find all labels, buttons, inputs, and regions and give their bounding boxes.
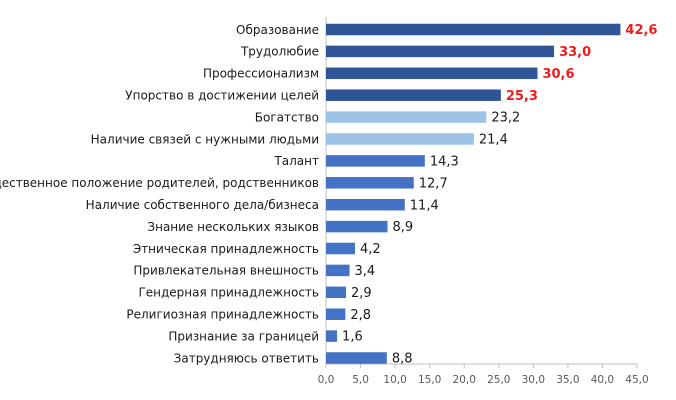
data-label: 2,9 (351, 286, 372, 301)
category-label: Богатство (255, 110, 319, 124)
bar (326, 133, 474, 145)
data-label: 8,9 (393, 220, 414, 235)
bar (326, 111, 487, 123)
bar (326, 308, 346, 320)
x-tick-label: 25,0 (487, 374, 510, 386)
category-label: Знание нескольких языков (147, 220, 319, 234)
category-label: Наличие связей с нужными людьми (91, 132, 319, 146)
bar (326, 155, 425, 167)
category-label: Привлекательная внешность (133, 264, 319, 278)
category-label: Трудолюбие (240, 45, 319, 59)
bar (326, 330, 338, 342)
data-label: 4,2 (360, 242, 381, 257)
bar (326, 352, 387, 364)
category-label: Религиозная принадлежность (126, 308, 319, 322)
category-label: Наличие собственного дела/бизнеса (86, 198, 319, 212)
data-label: 25,3 (506, 89, 538, 104)
data-label: 33,0 (559, 45, 591, 60)
category-label: Образование (236, 23, 319, 37)
data-label: 30,6 (542, 67, 574, 82)
data-label: 11,4 (410, 198, 439, 213)
bar (326, 242, 356, 255)
data-label: 12,7 (419, 176, 448, 191)
category-label: Этническая принадлежность (133, 242, 319, 256)
x-tick-label: 15,0 (418, 374, 441, 386)
bar (326, 23, 621, 36)
x-tick-label: 35,0 (556, 374, 579, 386)
bar (326, 264, 350, 277)
category-label: Общественное положение родителей, родств… (0, 176, 319, 190)
category-label: Талант (273, 154, 319, 168)
data-label: 14,3 (430, 155, 459, 170)
bar (326, 45, 555, 58)
category-label: Гендерная принадлежность (138, 286, 319, 300)
bar (326, 198, 405, 211)
data-label: 1,6 (342, 330, 363, 345)
category-label: Признание за границей (168, 329, 319, 343)
bar (326, 220, 388, 233)
x-tick-label: 40,0 (591, 374, 614, 386)
category-label: Профессионализм (203, 67, 319, 81)
data-label: 2,8 (350, 308, 371, 323)
bar (326, 67, 538, 80)
x-tick-label: 10,0 (383, 374, 406, 386)
data-label: 8,8 (392, 352, 413, 367)
category-label: Упорство в достижении целей (125, 89, 319, 103)
data-label: 42,6 (625, 23, 657, 38)
data-label: 23,2 (491, 111, 520, 126)
x-tick-label: 5,0 (352, 374, 369, 386)
bar (326, 286, 347, 299)
bar (326, 177, 414, 189)
category-label: Затрудняюсь ответить (174, 351, 319, 365)
x-tick-label: 30,0 (522, 374, 545, 386)
x-tick-label: 45,0 (625, 374, 648, 386)
data-label: 21,4 (479, 133, 508, 148)
bar (326, 89, 501, 101)
x-tick-label: 20,0 (453, 374, 476, 386)
x-tick-label: 0,0 (318, 374, 335, 386)
data-label: 3,4 (354, 264, 375, 279)
